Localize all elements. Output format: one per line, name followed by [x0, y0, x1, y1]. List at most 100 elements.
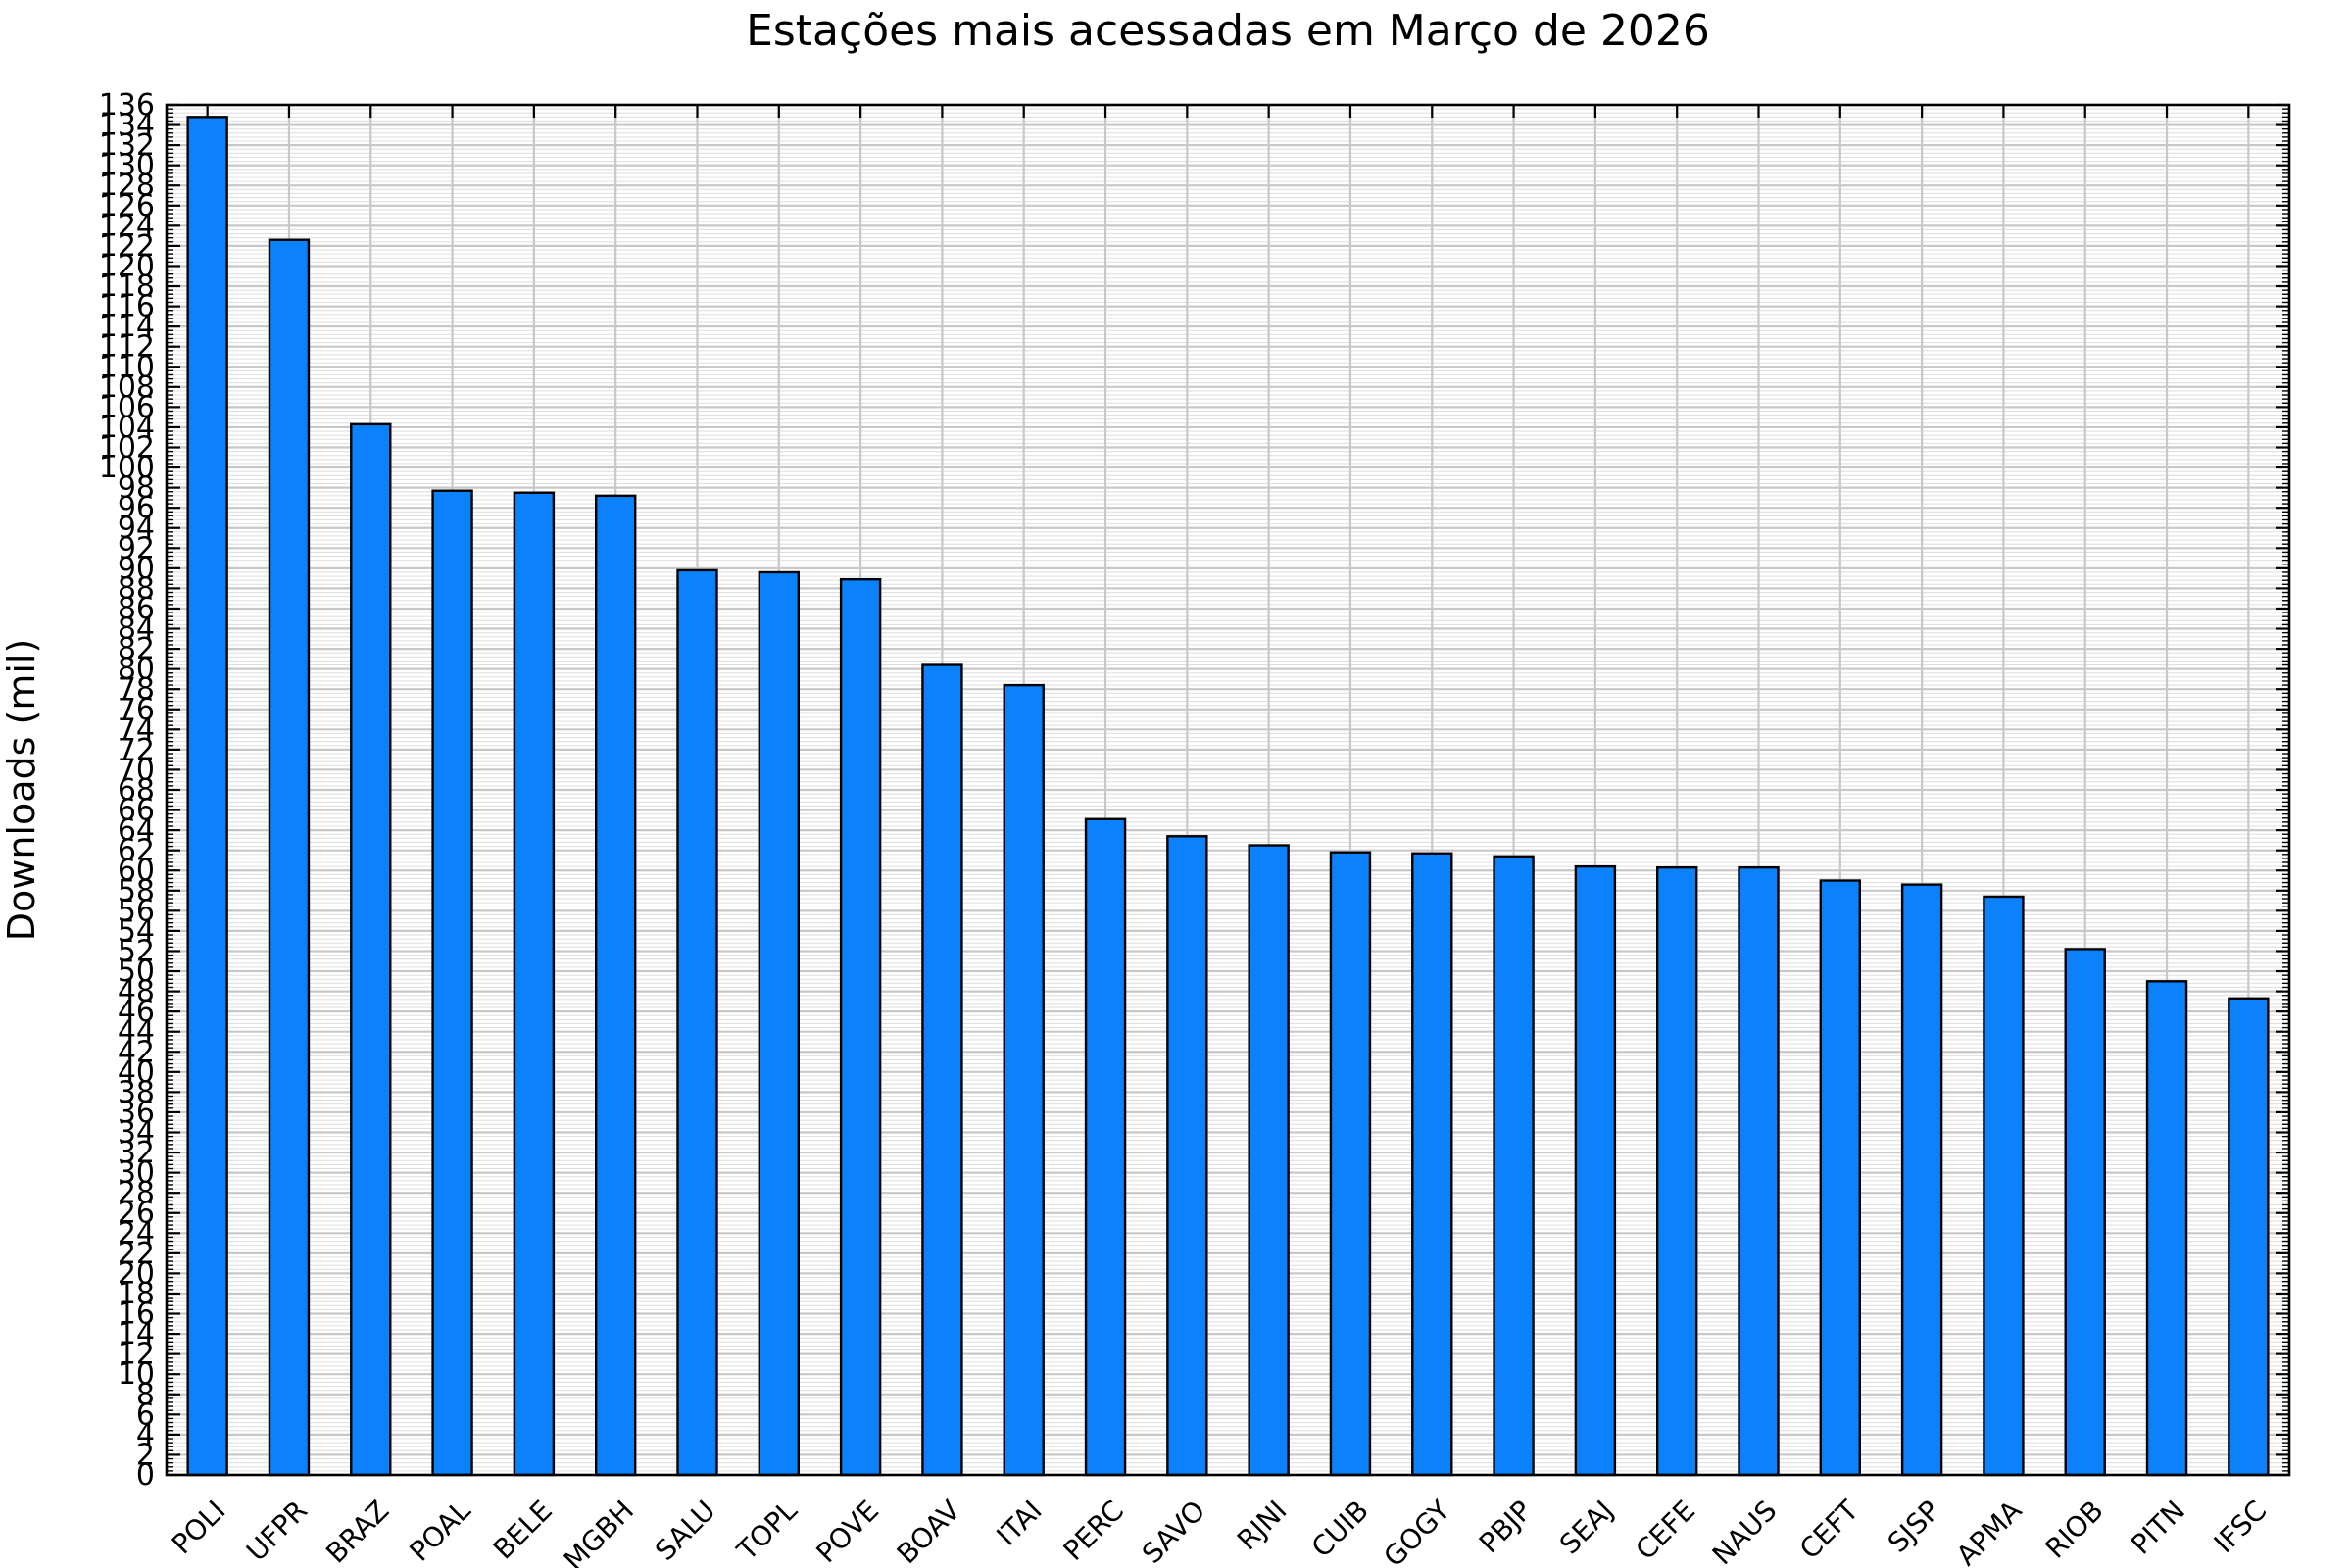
bar-RJNI — [1248, 844, 1290, 1477]
x-tick-label: BOAV — [891, 1494, 967, 1568]
y-tick-label: 106 — [99, 390, 155, 424]
bar-ITAI — [1003, 683, 1045, 1477]
y-tick-label: 104 — [99, 411, 155, 445]
x-tick-label: SEAJ — [1553, 1494, 1620, 1561]
y-tick-label: 58 — [118, 874, 155, 908]
y-tick-label: 16 — [118, 1298, 155, 1332]
y-tick-label: 74 — [118, 712, 155, 747]
y-tick-label: 10 — [118, 1357, 155, 1392]
bar-CUIB — [1329, 851, 1372, 1477]
y-tick-label: 8 — [136, 1378, 155, 1412]
y-tick-label: 102 — [99, 431, 155, 466]
y-tick-label: 46 — [118, 995, 155, 1029]
y-tick-label: 40 — [118, 1055, 155, 1090]
y-tick-label: 96 — [118, 491, 155, 525]
bar-APMA — [1983, 895, 2025, 1477]
chart-title: Estações mais acessadas em Março de 2026 — [746, 6, 1710, 56]
y-tick-label: 132 — [99, 128, 155, 163]
x-tick-label: BELE — [487, 1494, 559, 1566]
x-tick-label: CEFT — [1793, 1494, 1865, 1565]
y-tick-label: 14 — [118, 1317, 155, 1351]
y-tick-label: 30 — [118, 1156, 155, 1191]
bar-SAVO — [1166, 835, 1208, 1477]
y-tick-label: 2 — [136, 1438, 155, 1472]
x-tick-label: GOGY — [1377, 1494, 1456, 1568]
y-tick-label: 24 — [118, 1216, 155, 1250]
x-tick-label: NAUS — [1706, 1494, 1784, 1568]
x-tick-label: UFPR — [240, 1494, 314, 1568]
y-tick-label: 22 — [118, 1237, 155, 1271]
y-tick-label: 80 — [118, 653, 155, 687]
x-tick-label: APMA — [1950, 1494, 2028, 1568]
bar-TOPL — [758, 570, 801, 1477]
bar-BRAZ — [350, 422, 392, 1477]
y-tick-label: 116 — [99, 290, 155, 324]
x-tick-label: CUIB — [1305, 1494, 1375, 1564]
y-tick-label: 70 — [118, 753, 155, 787]
y-tick-label: 52 — [118, 934, 155, 968]
y-tick-label: 82 — [118, 632, 155, 666]
bar-POVE — [839, 577, 882, 1477]
y-tick-label: 122 — [99, 229, 155, 264]
bar-SJSP — [1900, 883, 1943, 1477]
y-tick-label: 120 — [99, 249, 155, 283]
x-tick-label: SALU — [649, 1494, 721, 1567]
y-tick-label: 4 — [136, 1418, 155, 1452]
bar-BOAV — [921, 663, 963, 1477]
y-tick-label: 114 — [99, 310, 155, 344]
bar-PITN — [2145, 980, 2188, 1477]
y-tick-label: 60 — [118, 854, 155, 888]
y-tick-label: 88 — [118, 571, 155, 606]
bar-CEFE — [1655, 865, 1698, 1477]
y-tick-label: 130 — [99, 149, 155, 183]
x-tick-label: PERC — [1057, 1494, 1130, 1567]
x-tick-label: SJSP — [1882, 1494, 1946, 1559]
y-tick-label: 100 — [99, 451, 155, 485]
x-tick-label: ITAI — [991, 1494, 1049, 1552]
x-tick-label: MGBH — [558, 1494, 640, 1568]
y-tick-label: 72 — [118, 733, 155, 767]
y-tick-label: 78 — [118, 672, 155, 707]
y-tick-label: 56 — [118, 894, 155, 928]
bar-PERC — [1084, 817, 1127, 1477]
bar-GOGY — [1411, 852, 1453, 1477]
bar-SALU — [676, 568, 718, 1477]
x-tick-label: TOPL — [730, 1494, 804, 1567]
x-tick-label: POLI — [166, 1494, 232, 1561]
y-tick-label: 86 — [118, 592, 155, 626]
y-tick-label: 18 — [118, 1277, 155, 1311]
y-tick-label: 50 — [118, 955, 155, 989]
y-tick-label: 62 — [118, 834, 155, 868]
y-tick-label: 84 — [118, 612, 155, 647]
x-tick-label: SAVO — [1136, 1494, 1211, 1568]
bar-PBJP — [1493, 855, 1535, 1477]
y-tick-label: 0 — [136, 1458, 155, 1493]
y-tick-label: 90 — [118, 552, 155, 586]
y-tick-label: 124 — [99, 209, 155, 243]
bar-POLI — [186, 116, 228, 1477]
bar-UFPR — [268, 238, 311, 1477]
y-tick-label: 128 — [99, 169, 155, 203]
y-tick-label: 28 — [118, 1176, 155, 1210]
y-tick-label: 6 — [136, 1397, 155, 1432]
y-tick-label: 20 — [118, 1256, 155, 1291]
y-tick-label: 36 — [118, 1096, 155, 1130]
y-tick-label: 48 — [118, 975, 155, 1009]
x-tick-label: IFSC — [2208, 1494, 2274, 1560]
x-tick-label: POVE — [809, 1494, 885, 1568]
y-tick-label: 68 — [118, 773, 155, 808]
y-tick-label: 110 — [99, 350, 155, 384]
y-tick-label: 44 — [118, 1015, 155, 1050]
y-tick-label: 32 — [118, 1136, 155, 1170]
bar-RIOB — [2064, 948, 2106, 1477]
y-tick-label: 12 — [118, 1338, 155, 1372]
bar-SEAJ — [1574, 864, 1617, 1477]
x-tick-label: RJNI — [1231, 1494, 1294, 1557]
y-tick-label: 92 — [118, 531, 155, 565]
x-tick-label: PITN — [2125, 1494, 2191, 1561]
x-tick-label: BRAZ — [319, 1494, 395, 1568]
y-tick-label: 98 — [118, 471, 155, 506]
y-tick-label: 126 — [99, 189, 155, 223]
